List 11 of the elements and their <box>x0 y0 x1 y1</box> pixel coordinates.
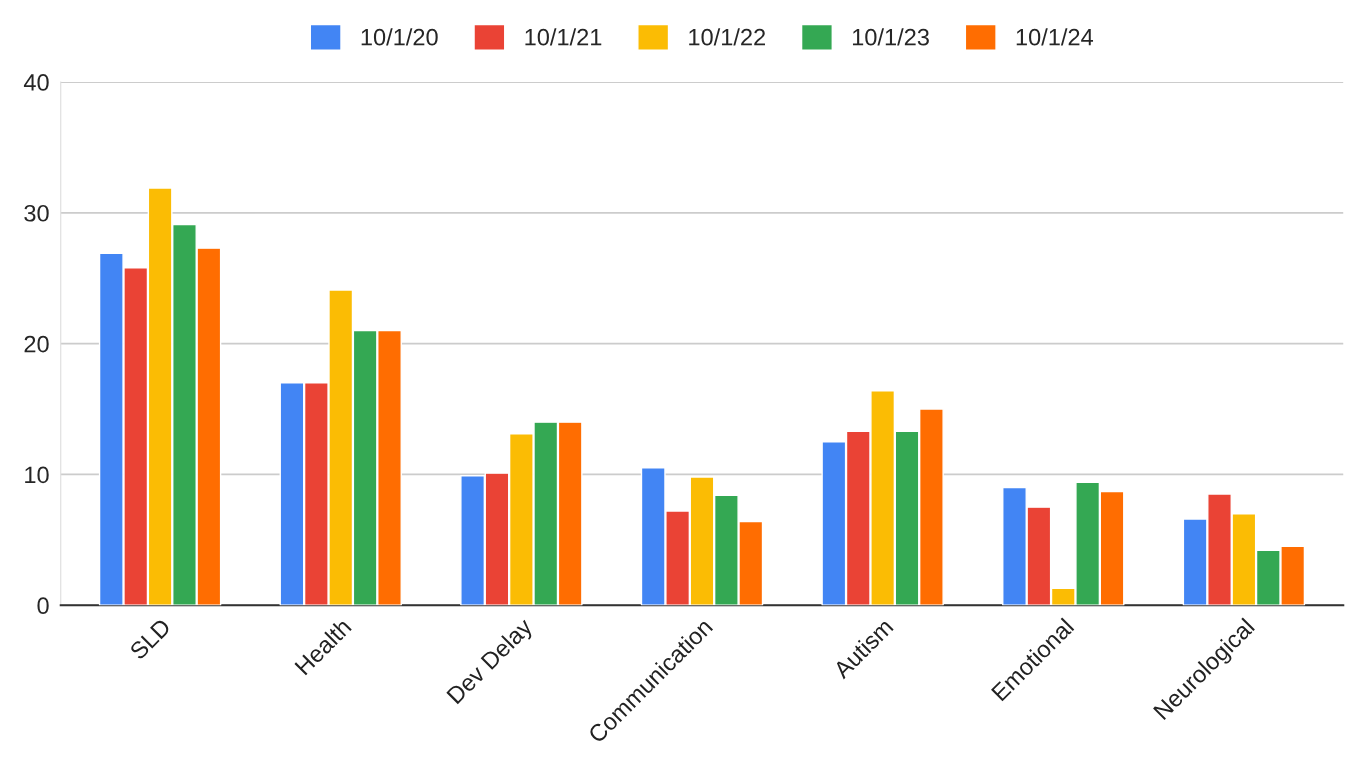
legend-label: 10/1/22 <box>689 28 765 46</box>
legend-label: 10/1/20 <box>361 28 438 46</box>
y-tick-label: 40 <box>23 74 49 91</box>
y-tick-label: 10 <box>25 466 49 484</box>
y-tick-label: 20 <box>24 335 49 353</box>
x-tick-label: SLD <box>128 617 172 661</box>
legend-label: 10/1/23 <box>852 28 929 46</box>
y-tick-label: 30 <box>24 204 49 222</box>
legend-label: 10/1/24 <box>1016 28 1094 46</box>
legend-label: 10/1/21 <box>525 28 602 46</box>
y-tick-label: 0 <box>37 597 49 615</box>
